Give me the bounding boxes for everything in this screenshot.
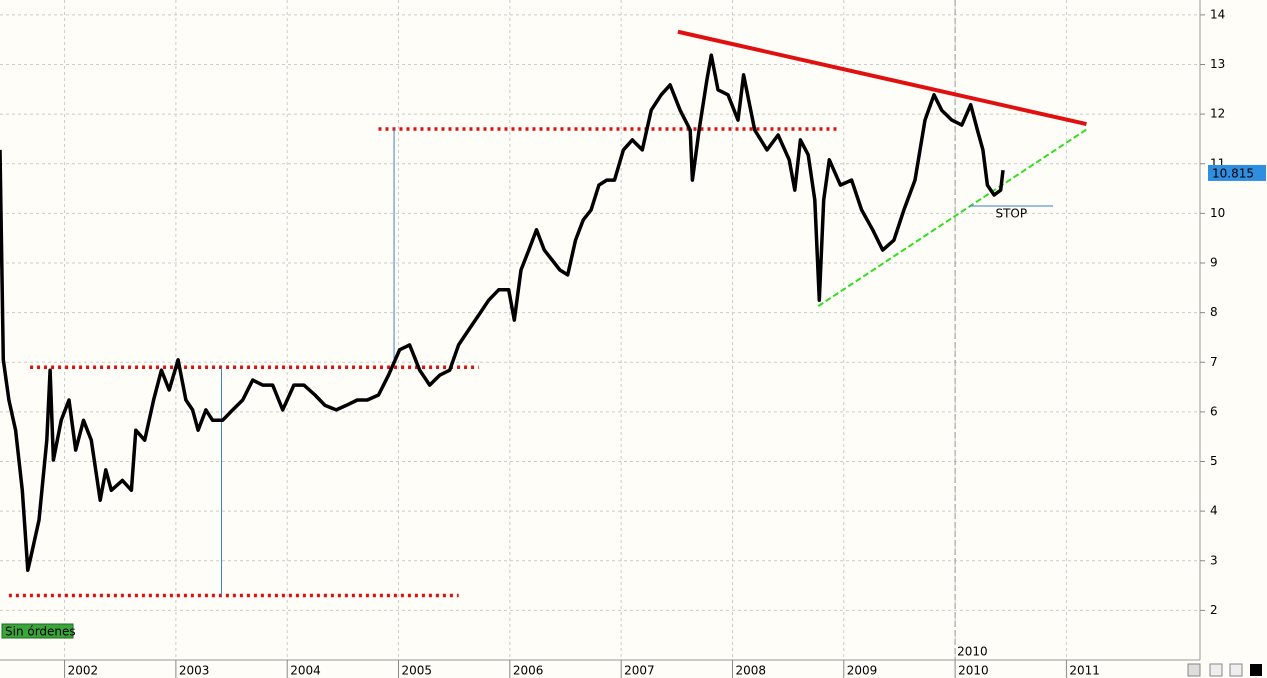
toolbar-icons[interactable] — [1187, 663, 1262, 677]
x-tick-label: 2003 — [179, 664, 210, 678]
period-marker-label: 2010 — [957, 645, 988, 659]
last-price-tag — [1208, 164, 1266, 181]
x-tick-label: 2007 — [624, 664, 655, 678]
icon[interactable] — [1250, 664, 1262, 676]
annotation-line — [677, 29, 1087, 127]
x-tick-label: 2009 — [847, 664, 878, 678]
y-tick-label: 6 — [1210, 404, 1218, 418]
annotation-label: STOP — [995, 206, 1027, 220]
x-tick-label: 2010 — [958, 664, 989, 678]
x-tick-label: 2008 — [735, 664, 766, 678]
last-price-label: 10.815 — [1212, 166, 1254, 180]
y-tick-label: 8 — [1210, 305, 1218, 319]
x-tick-label: 2011 — [1069, 664, 1100, 678]
y-tick-label: 5 — [1210, 454, 1218, 468]
x-tick-label: 2002 — [68, 664, 99, 678]
y-tick-label: 13 — [1210, 57, 1225, 71]
y-tick-label: 14 — [1210, 7, 1225, 21]
y-tick-label: 4 — [1210, 504, 1218, 518]
y-tick-label: 10 — [1210, 206, 1225, 220]
x-tick-label: 2005 — [402, 664, 433, 678]
icon[interactable] — [1187, 663, 1201, 677]
y-tick-label: 12 — [1210, 107, 1225, 121]
price-line — [0, 53, 1005, 572]
status-label: Sin órdenes — [5, 625, 76, 639]
y-tick-label: 7 — [1210, 355, 1218, 369]
y-tick-label: 3 — [1210, 553, 1218, 567]
x-tick-label: 2006 — [513, 664, 544, 678]
icon[interactable] — [1209, 663, 1223, 677]
status-badge — [1, 623, 74, 639]
x-tick-label: 2004 — [290, 664, 321, 678]
y-tick-label: 2 — [1210, 603, 1218, 617]
icon[interactable] — [1229, 663, 1243, 677]
y-tick-label: 9 — [1210, 256, 1218, 270]
